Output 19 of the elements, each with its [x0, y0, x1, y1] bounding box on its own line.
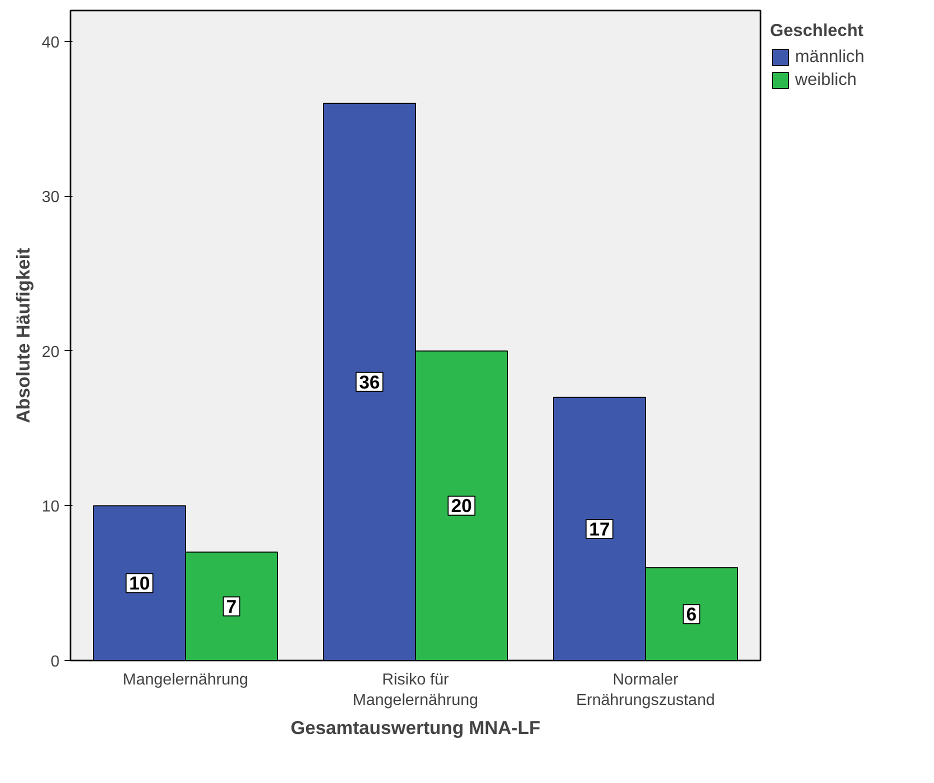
data-label: 6 — [686, 604, 697, 625]
data-label: 20 — [451, 495, 472, 516]
y-tick-label: 40 — [42, 34, 60, 52]
data-label: 10 — [129, 572, 150, 594]
y-tick-label: 20 — [42, 344, 60, 361]
data-label: 36 — [359, 371, 380, 392]
legend-title: Geschlecht — [770, 20, 864, 41]
data-label: 7 — [226, 596, 237, 617]
x-tick-label: Risiko für Mangelernährung — [352, 672, 478, 709]
legend-label: männlich — [795, 46, 864, 67]
y-tick-label: 30 — [42, 189, 60, 206]
y-tick-label: 10 — [42, 498, 60, 516]
x-tick-label: Normaler Ernährungszustand — [576, 672, 715, 709]
data-label: 17 — [589, 518, 610, 540]
legend-label: weiblich — [795, 69, 857, 90]
x-tick-label: Mangelernährung — [122, 672, 248, 688]
y-axis-title: Absolute Häufigkeit — [12, 248, 34, 424]
y-tick-label: 0 — [50, 654, 60, 670]
x-axis-title: Gesamtauswertung MNA-LF — [290, 716, 540, 738]
